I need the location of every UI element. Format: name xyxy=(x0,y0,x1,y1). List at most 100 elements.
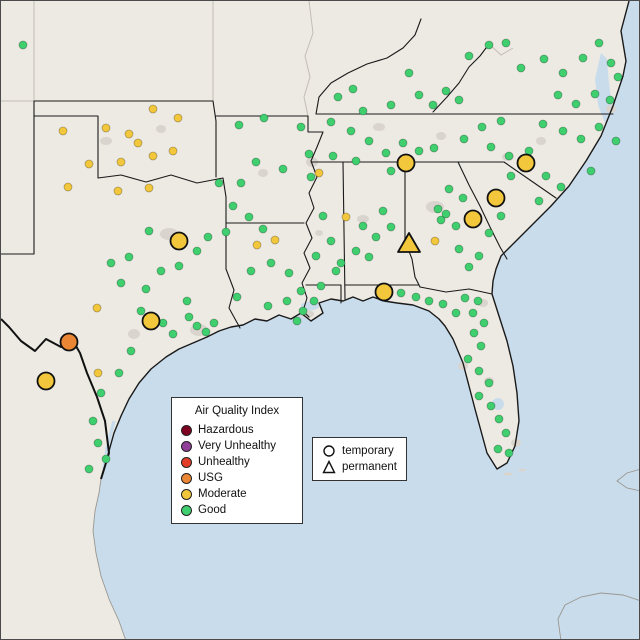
temporary-station-marker xyxy=(486,188,506,208)
cuba-coast xyxy=(616,469,639,492)
monitor-dot xyxy=(124,129,134,139)
monitor-dot xyxy=(441,86,451,96)
temporary-station-marker xyxy=(396,153,416,173)
monitor-dot xyxy=(228,201,238,211)
monitor-dot xyxy=(296,286,306,296)
monitor-dot xyxy=(496,211,506,221)
monitor-dot xyxy=(236,178,246,188)
legend-color-swatch xyxy=(181,472,192,484)
monitor-dot xyxy=(326,117,336,127)
lake-okeechobee xyxy=(492,398,504,410)
monitor-dot xyxy=(113,186,123,196)
monitor-dot xyxy=(328,151,338,161)
monitor-dot xyxy=(454,244,464,254)
monitor-dot xyxy=(346,126,356,136)
monitor-dot xyxy=(63,182,73,192)
monitor-dot xyxy=(126,346,136,356)
monitor-dot xyxy=(539,54,549,64)
monitor-dot xyxy=(278,164,288,174)
monitor-dot xyxy=(348,84,358,94)
monitor-dot xyxy=(486,142,496,152)
monitor-dot xyxy=(106,258,116,268)
state-borders xyxy=(1,18,614,329)
monitor-dot xyxy=(476,341,486,351)
monitor-dot xyxy=(534,196,544,206)
temporary-station-marker xyxy=(36,371,56,391)
monitor-dot xyxy=(571,99,581,109)
temporary-station-marker xyxy=(59,332,79,352)
monitor-dot xyxy=(136,306,146,316)
monitor-dot xyxy=(203,232,213,242)
monitor-dot xyxy=(192,321,202,331)
monitor-dot xyxy=(284,268,294,278)
monitor-dot xyxy=(364,136,374,146)
monitor-dot xyxy=(133,138,143,148)
monitor-dot xyxy=(484,378,494,388)
monitor-dot xyxy=(148,151,158,161)
monitor-dot xyxy=(270,235,280,245)
temporary-station-marker xyxy=(141,311,161,331)
monitor-dot xyxy=(93,438,103,448)
monitor-dot xyxy=(192,246,202,256)
monitor-dot xyxy=(309,296,319,306)
monitor-dot xyxy=(124,252,134,262)
monitor-dot xyxy=(351,246,361,256)
monitor-dot xyxy=(404,68,414,78)
monitor-dot xyxy=(578,53,588,63)
monitor-dot xyxy=(459,134,469,144)
monitor-dot xyxy=(474,366,484,376)
monitor-dot xyxy=(96,388,106,398)
monitor-dot xyxy=(156,266,166,276)
chesapeake-bay xyxy=(595,53,613,123)
monitor-dot xyxy=(101,454,111,464)
monitor-dot xyxy=(429,143,439,153)
monitor-dot xyxy=(436,215,446,225)
legend-color-swatch xyxy=(181,440,192,452)
monitor-dot xyxy=(464,51,474,61)
monitor-dot xyxy=(611,136,621,146)
monitor-dot xyxy=(116,278,126,288)
monitor-dot xyxy=(441,209,451,219)
monitor-dot xyxy=(311,251,321,261)
legend-item-label: Very Unhealthy xyxy=(198,440,276,452)
legend-item-label: Unhealthy xyxy=(198,456,250,468)
monitor-dot xyxy=(454,95,464,105)
monitor-dot xyxy=(351,156,361,166)
monitor-dot xyxy=(496,116,506,126)
monitor-dot xyxy=(613,72,623,82)
monitor-dot xyxy=(263,301,273,311)
monitor-dot xyxy=(474,391,484,401)
monitor-dot xyxy=(553,90,563,100)
monitor-dot xyxy=(292,316,302,326)
us-coastline xyxy=(100,1,630,480)
monitor-dot xyxy=(469,328,479,338)
monitor-dot xyxy=(282,296,292,306)
monitor-dot xyxy=(586,166,596,176)
monitor-dot xyxy=(88,416,98,426)
legend-color-swatch xyxy=(181,424,192,436)
monitor-dot xyxy=(246,266,256,276)
monitor-dot xyxy=(58,126,68,136)
yucatan-peninsula xyxy=(557,592,639,639)
monitor-dot xyxy=(144,226,154,236)
legend-item-label: Hazardous xyxy=(198,424,254,436)
monitor-dot xyxy=(474,251,484,261)
monitor-dot xyxy=(594,38,604,48)
legend-item: temporary xyxy=(322,443,397,459)
monitor-points xyxy=(18,38,623,474)
monitor-dot xyxy=(84,464,94,474)
monitor-dot xyxy=(444,184,454,194)
monitor-dot xyxy=(424,296,434,306)
legend-item: USG xyxy=(181,470,293,486)
monitor-dot xyxy=(460,293,470,303)
monitor-dot xyxy=(168,146,178,156)
monitor-dot xyxy=(341,212,351,222)
temporary-circle-icon xyxy=(323,445,335,457)
monitor-dot xyxy=(411,292,421,302)
monitor-dot xyxy=(504,151,514,161)
monitor-dot xyxy=(396,288,406,298)
monitor-dot xyxy=(314,168,324,178)
station-legend-items: temporary permanent xyxy=(322,443,397,475)
monitor-dot xyxy=(398,138,408,148)
legend-color-swatch xyxy=(181,456,192,468)
